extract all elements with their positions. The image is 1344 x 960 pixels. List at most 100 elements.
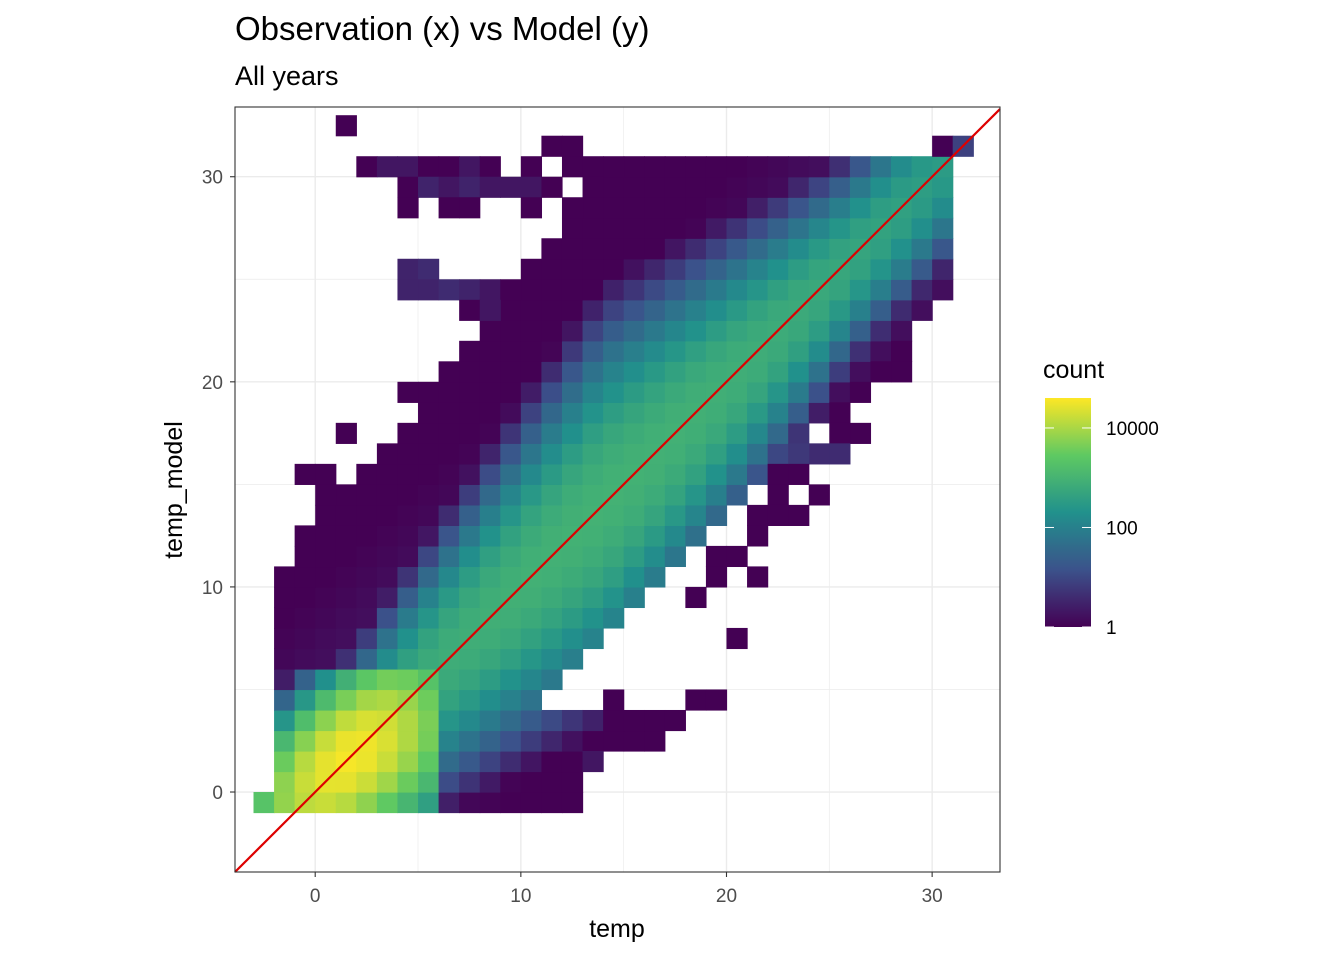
heatmap-cell — [603, 586, 625, 609]
heatmap-cell — [561, 135, 584, 157]
heatmap-cell — [705, 545, 728, 568]
heatmap-cell — [500, 402, 522, 424]
heatmap-cell — [685, 258, 707, 280]
heatmap-cell — [356, 792, 378, 814]
heatmap-cell — [644, 320, 666, 342]
heatmap-cell — [376, 484, 399, 506]
heatmap-cell — [397, 279, 419, 301]
heatmap-cell — [870, 299, 892, 321]
heatmap-cell — [294, 648, 316, 670]
heatmap-cell — [561, 156, 584, 178]
heatmap-cell — [726, 176, 748, 198]
heatmap-cell — [459, 689, 481, 711]
heatmap-cell — [561, 545, 584, 568]
heatmap-cell — [294, 689, 316, 711]
heatmap-cell — [520, 504, 543, 526]
heatmap-cell — [397, 525, 419, 547]
heatmap-cell — [479, 545, 501, 568]
heatmap-cell — [829, 402, 851, 424]
heatmap-cell — [541, 381, 563, 403]
heatmap-cell — [376, 771, 399, 793]
heatmap-cell — [603, 709, 625, 732]
heatmap-cell — [603, 320, 625, 342]
heatmap-cell — [479, 792, 501, 814]
heatmap-cell — [849, 176, 872, 198]
heatmap-cell — [644, 361, 666, 383]
reference-line-group — [234, 108, 1001, 873]
heatmap-cell — [644, 545, 666, 568]
heatmap-cell — [767, 402, 789, 424]
heatmap-cell — [541, 176, 563, 198]
heatmap-cell — [459, 484, 481, 506]
heatmap-cell — [603, 422, 625, 444]
heatmap-cell — [500, 648, 522, 670]
heatmap-cell — [561, 361, 584, 383]
heatmap-cell — [315, 607, 337, 629]
heatmap-cell — [664, 238, 686, 260]
heatmap-cell — [561, 627, 584, 650]
heatmap-cell — [397, 730, 419, 752]
heatmap-cell — [335, 730, 357, 752]
heatmap-cell — [294, 750, 316, 773]
heatmap-cell — [932, 258, 954, 280]
heatmap-cell — [356, 504, 378, 526]
x-tick-label: 20 — [716, 886, 737, 907]
heatmap-cell — [561, 730, 584, 752]
heatmap-cell — [561, 648, 584, 670]
heatmap-cell — [870, 320, 892, 342]
heatmap-cell — [911, 156, 933, 178]
heatmap-cell — [582, 422, 604, 444]
heatmap-cell — [500, 463, 522, 485]
heatmap-cell — [747, 258, 769, 280]
heatmap-cell — [603, 156, 625, 178]
heatmap-cell — [603, 545, 625, 568]
heatmap-cell — [500, 607, 522, 629]
heatmap-cell — [788, 197, 810, 219]
heatmap-cell — [459, 176, 481, 198]
heatmap-cell — [891, 320, 913, 342]
heatmap-cell — [397, 566, 419, 588]
heatmap-cell — [438, 792, 460, 814]
heatmap-cell — [520, 792, 543, 814]
heatmap-cell — [644, 422, 666, 444]
heatmap-cell — [685, 299, 707, 321]
heatmap-cell — [356, 709, 378, 732]
heatmap-cell — [541, 320, 563, 342]
heatmap-cell — [438, 730, 460, 752]
heatmap-cell — [726, 238, 748, 260]
heatmap-cell — [767, 238, 789, 260]
heatmap-cell — [438, 381, 460, 403]
legend-label: 1 — [1106, 618, 1117, 639]
heatmap-cell — [459, 607, 481, 629]
heatmap-cell — [418, 402, 440, 424]
heatmap-cell — [274, 771, 296, 793]
heatmap-cell — [664, 340, 686, 362]
heatmap-cell — [520, 176, 543, 198]
heatmap-cell — [335, 709, 357, 732]
heatmap-cell — [520, 545, 543, 568]
heatmap-cell — [582, 402, 604, 424]
heatmap-cell — [829, 381, 851, 403]
heatmap-cell — [335, 586, 357, 609]
heatmap-cell — [376, 156, 399, 178]
heatmap-cell — [541, 525, 563, 547]
heatmap-cell — [418, 709, 440, 732]
heatmap-cell — [356, 463, 378, 485]
heatmap-cell — [849, 258, 872, 280]
heatmap-cell — [500, 750, 522, 773]
heatmap-cell — [808, 484, 830, 506]
heatmap-cell — [705, 156, 728, 178]
heatmap-cell — [849, 422, 872, 444]
heatmap-cell — [644, 566, 666, 588]
heatmap-cell — [479, 176, 501, 198]
heatmap-cell — [705, 504, 728, 526]
heatmap-cell — [376, 689, 399, 711]
heatmap-cell — [356, 525, 378, 547]
heatmap-cell — [541, 771, 563, 793]
heatmap-cell — [561, 258, 584, 280]
heatmap-cell — [520, 668, 543, 691]
heatmap-cell — [500, 340, 522, 362]
heatmap-cell — [541, 586, 563, 609]
heatmap-cell — [335, 422, 357, 444]
heatmap-cell — [767, 279, 789, 301]
